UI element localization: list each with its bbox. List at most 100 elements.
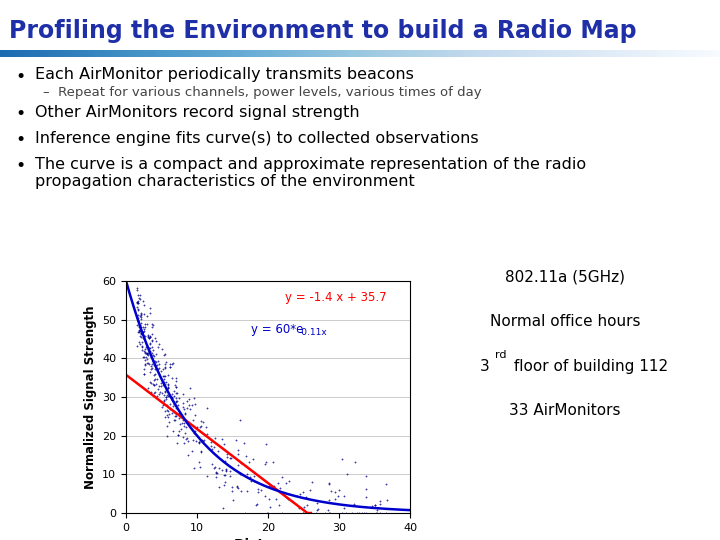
Text: •: • (16, 131, 26, 149)
Point (225, 454, 236, 462)
Point (143, 360, 155, 368)
Point (172, 430, 184, 439)
Point (149, 364, 161, 373)
Point (175, 424, 186, 433)
Point (158, 400, 169, 409)
Point (221, 449, 233, 458)
Point (195, 447, 207, 456)
Point (235, 416, 246, 424)
Point (336, 509, 347, 517)
Point (146, 360, 158, 368)
Point (136, 314, 148, 323)
Point (178, 416, 189, 424)
Point (227, 487, 238, 495)
Point (166, 393, 177, 402)
Point (177, 389, 189, 398)
Point (268, 482, 279, 490)
Point (158, 350, 170, 359)
Point (246, 477, 257, 485)
Point (166, 374, 178, 382)
Point (170, 383, 181, 391)
Point (162, 413, 174, 421)
Point (179, 410, 191, 418)
Point (132, 310, 144, 319)
Point (131, 286, 143, 295)
Point (140, 319, 151, 328)
Point (142, 333, 153, 341)
Point (132, 306, 144, 315)
Point (140, 343, 152, 352)
Point (132, 299, 143, 307)
Point (240, 452, 252, 461)
Point (312, 504, 324, 513)
Point (197, 437, 209, 445)
Point (132, 320, 143, 329)
Point (234, 470, 246, 478)
Point (184, 404, 196, 413)
Point (143, 359, 154, 367)
Point (374, 497, 385, 505)
Point (148, 370, 160, 379)
Point (184, 401, 195, 409)
Point (184, 383, 196, 392)
Point (338, 504, 350, 512)
Point (156, 402, 168, 411)
Point (170, 374, 181, 382)
Point (162, 383, 174, 392)
Point (144, 334, 156, 342)
Point (162, 381, 174, 389)
Point (163, 410, 175, 418)
Point (148, 361, 160, 369)
Point (145, 388, 157, 396)
Point (159, 372, 171, 380)
Point (182, 437, 194, 445)
Point (158, 381, 169, 389)
Point (131, 342, 143, 351)
Point (366, 502, 378, 510)
Point (358, 509, 369, 517)
Point (380, 480, 392, 488)
Point (132, 299, 143, 308)
Point (139, 348, 150, 356)
Point (325, 487, 337, 496)
Point (189, 428, 200, 437)
Point (197, 439, 209, 448)
Point (233, 450, 244, 458)
Point (372, 505, 383, 514)
Point (163, 417, 175, 426)
Point (136, 338, 148, 346)
Point (310, 509, 322, 517)
Point (138, 330, 149, 339)
Point (189, 427, 201, 435)
Point (134, 326, 145, 334)
Point (297, 488, 309, 496)
Point (280, 478, 292, 487)
Point (221, 453, 233, 462)
Point (145, 361, 157, 370)
Point (176, 411, 188, 420)
Point (132, 317, 144, 326)
Point (148, 381, 160, 389)
Point (132, 305, 144, 314)
Point (169, 416, 181, 424)
Point (381, 496, 392, 504)
Point (166, 396, 178, 404)
Point (272, 478, 284, 487)
Point (189, 394, 200, 402)
Point (138, 369, 150, 378)
Point (225, 454, 236, 462)
Point (190, 437, 202, 445)
Point (144, 343, 156, 352)
Point (210, 468, 221, 476)
Point (146, 330, 158, 339)
Point (208, 464, 220, 472)
Point (137, 342, 148, 351)
Point (193, 438, 204, 447)
Point (166, 394, 178, 402)
Point (196, 422, 207, 431)
Point (210, 463, 221, 472)
Point (131, 298, 143, 307)
Point (159, 349, 171, 358)
Point (133, 294, 145, 302)
Point (138, 347, 150, 355)
